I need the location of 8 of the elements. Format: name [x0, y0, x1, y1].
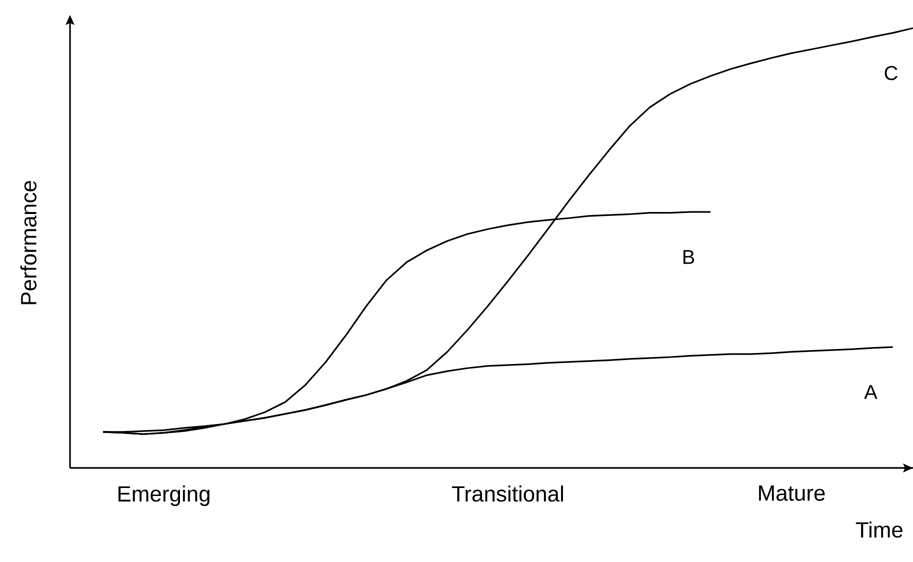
series-label: A	[864, 385, 878, 399]
x-tick-label: Emerging	[118, 486, 210, 506]
y-axis-title: Performance	[20, 181, 36, 304]
series-label: C	[884, 66, 898, 80]
series-label: B	[683, 250, 694, 264]
x-axis-title: Time	[856, 522, 902, 538]
x-tick-label: Transitional	[452, 486, 563, 502]
x-tick-label: Mature	[759, 486, 825, 501]
